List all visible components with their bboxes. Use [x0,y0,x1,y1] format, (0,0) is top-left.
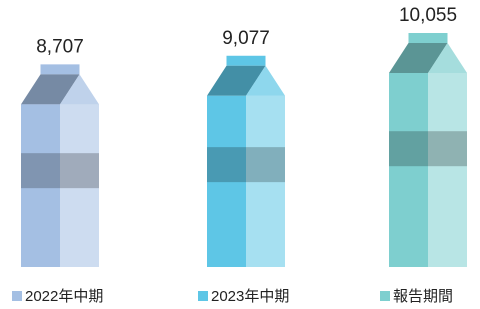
page: {"chart_data": {"type": "bar", "categori… [0,0,480,309]
carton-cap [409,33,448,43]
carton-band [207,147,285,182]
carton-band [21,153,99,188]
chart: 8,707 2022年中期 9,077 2023年中期 10,055 報告期間 [0,0,480,309]
legend-label: 2022年中期 [25,288,103,305]
value-label: 8,707 [36,36,84,57]
carton [389,33,467,267]
value-label: 9,077 [222,28,270,49]
carton-cap [41,64,80,74]
value-label: 10,055 [399,5,457,26]
carton [21,64,99,267]
legend-swatch [198,291,208,301]
legend-label: 2023年中期 [211,288,289,305]
carton-body-right-tint [428,73,467,267]
carton [207,56,285,267]
carton-band [389,131,467,166]
legend-label: 報告期間 [393,288,453,305]
legend-swatch [12,291,22,301]
carton-cap [227,56,266,66]
carton-body-left [389,73,428,267]
legend-swatch [380,291,390,301]
